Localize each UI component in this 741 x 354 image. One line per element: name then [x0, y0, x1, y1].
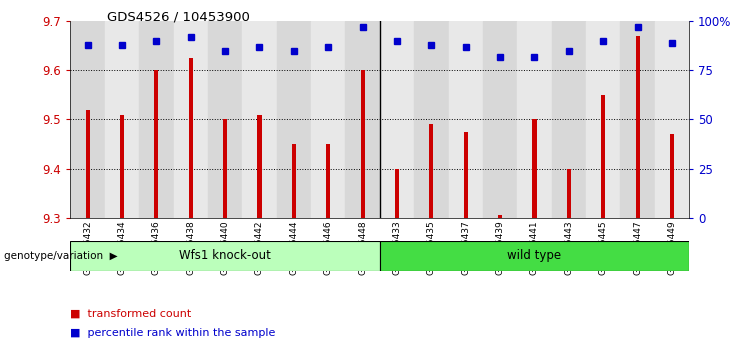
Bar — [311, 21, 345, 218]
Bar — [154, 70, 159, 218]
Bar — [173, 21, 208, 218]
Bar — [345, 21, 379, 218]
Bar — [85, 110, 90, 218]
Bar — [670, 134, 674, 218]
Text: Wfs1 knock-out: Wfs1 knock-out — [179, 249, 271, 262]
Bar — [551, 21, 586, 218]
Bar — [448, 21, 483, 218]
Bar — [414, 21, 448, 218]
Bar — [395, 169, 399, 218]
Bar — [70, 241, 379, 271]
Bar — [257, 115, 262, 218]
Bar — [70, 21, 104, 218]
Bar — [104, 21, 139, 218]
Bar — [601, 95, 605, 218]
Bar — [208, 21, 242, 218]
Bar — [620, 21, 655, 218]
Bar — [567, 169, 571, 218]
Bar — [532, 120, 536, 218]
Text: genotype/variation  ▶: genotype/variation ▶ — [4, 251, 117, 261]
Bar — [326, 144, 330, 218]
Bar — [120, 115, 124, 218]
Bar — [464, 132, 468, 218]
Bar — [379, 241, 689, 271]
Bar — [655, 21, 689, 218]
Bar — [429, 124, 433, 218]
Bar — [636, 36, 639, 218]
Bar — [189, 58, 193, 218]
Bar — [223, 120, 227, 218]
Text: ■  percentile rank within the sample: ■ percentile rank within the sample — [70, 328, 276, 338]
Bar — [242, 21, 276, 218]
Bar — [292, 144, 296, 218]
Bar — [139, 21, 173, 218]
Bar — [361, 70, 365, 218]
Text: wild type: wild type — [508, 249, 562, 262]
Bar — [380, 21, 414, 218]
Bar — [498, 215, 502, 218]
Bar — [586, 21, 620, 218]
Bar — [517, 21, 551, 218]
Bar — [483, 21, 517, 218]
Text: GDS4526 / 10453900: GDS4526 / 10453900 — [107, 11, 250, 24]
Bar — [276, 21, 311, 218]
Text: ■  transformed count: ■ transformed count — [70, 308, 192, 318]
